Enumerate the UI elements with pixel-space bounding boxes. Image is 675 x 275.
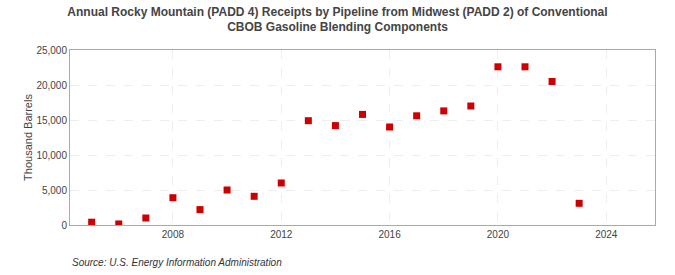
svg-text:Annual Rocky Mountain (PADD 4): Annual Rocky Mountain (PADD 4) Receipts … — [67, 5, 607, 35]
svg-text:25,000: 25,000 — [36, 45, 67, 56]
svg-text:5,000: 5,000 — [42, 185, 67, 196]
svg-text:Thousand Barrels: Thousand Barrels — [22, 94, 34, 181]
svg-text:2016: 2016 — [378, 229, 401, 240]
svg-text:2024: 2024 — [595, 229, 618, 240]
svg-text:2012: 2012 — [270, 229, 293, 240]
svg-text:0: 0 — [61, 220, 67, 231]
svg-text:2008: 2008 — [162, 229, 185, 240]
svg-text:10,000: 10,000 — [36, 150, 67, 161]
svg-text:Source: U.S. Energy Informatio: Source: U.S. Energy Information Administ… — [72, 257, 282, 268]
svg-text:2020: 2020 — [487, 229, 510, 240]
svg-text:15,000: 15,000 — [36, 115, 67, 126]
svg-text:20,000: 20,000 — [36, 80, 67, 91]
